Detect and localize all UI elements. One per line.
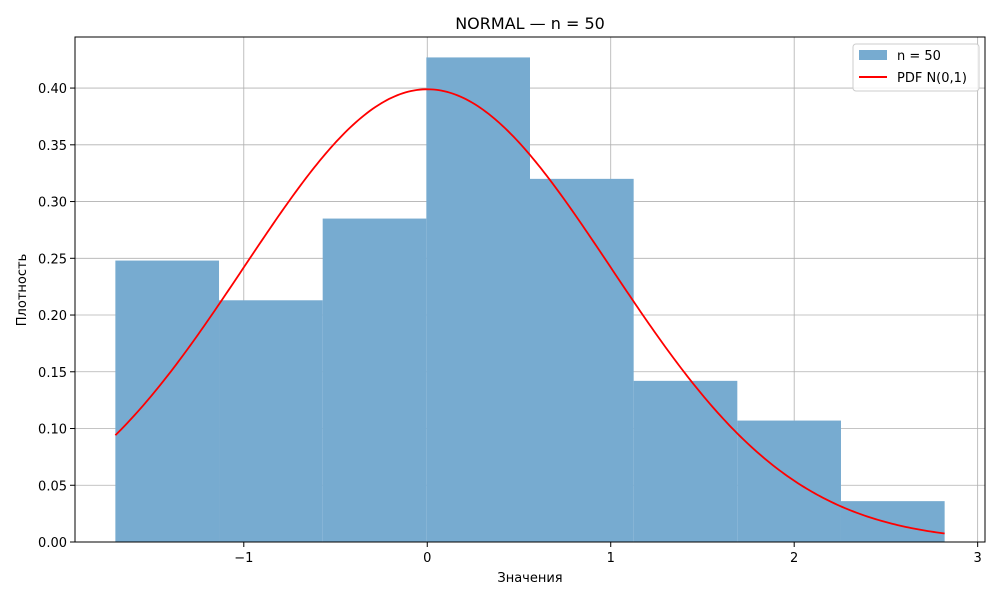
x-tick-label: 3 (974, 551, 982, 566)
plot-frame (74, 36, 986, 543)
y-tick-label: 0.35 (38, 139, 67, 154)
y-tick-label: 0.30 (38, 196, 67, 211)
histogram-bar (530, 178, 634, 542)
histogram-bar (737, 420, 841, 542)
pdf-curve (114, 88, 945, 535)
legend-label-histogram: n = 50 (897, 49, 941, 64)
y-tick-label: 0.05 (38, 479, 67, 494)
y-tick-label: 0.40 (38, 82, 67, 97)
x-axis-label: Значения (497, 571, 562, 586)
y-tick-label: 0.15 (38, 366, 67, 381)
y-tick-label: 0.20 (38, 309, 67, 324)
histogram-bar (633, 380, 738, 542)
x-tick-label: 1 (607, 551, 615, 566)
histogram-bar (426, 57, 530, 542)
y-tick-label: 0.25 (38, 252, 67, 267)
x-tick-label: 0 (423, 551, 431, 566)
y-tick-label: 0.10 (38, 423, 67, 438)
histogram-bar (322, 218, 427, 542)
legend-label-pdf: PDF N(0,1) (897, 71, 967, 86)
y-axis-label: Плотность (15, 254, 30, 326)
legend-swatch-histogram (859, 50, 887, 60)
y-tick-label: 0.00 (38, 536, 67, 551)
histogram-bars (115, 57, 945, 542)
x-tick-label: −1 (234, 551, 253, 566)
histogram-bar (840, 501, 945, 542)
histogram-bar (115, 260, 220, 542)
legend: n = 50 PDF N(0,1) (852, 43, 980, 92)
axis-ticks: −1 0 1 2 3 0.00 0.05 0.10 0.15 0.20 0.25 0.30 0.35 0.… (38, 82, 982, 566)
chart-title: NORMAL — n = 50 (455, 14, 605, 33)
x-tick-label: 2 (790, 551, 798, 566)
histogram-bar (219, 300, 323, 542)
pdf-curve-layer (114, 88, 945, 535)
